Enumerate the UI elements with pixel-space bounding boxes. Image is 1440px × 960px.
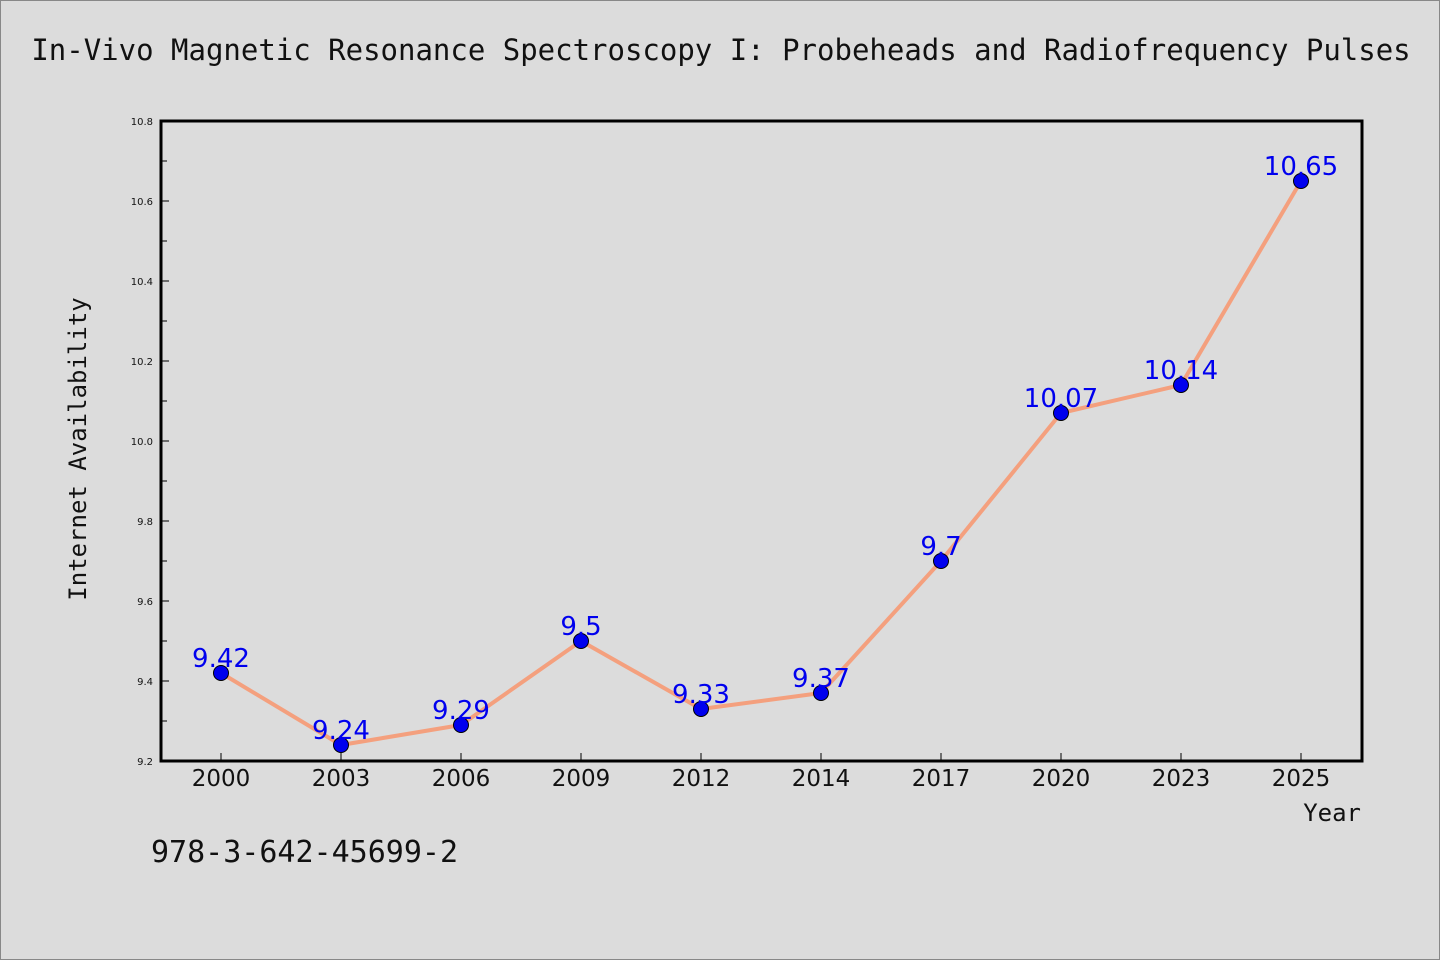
y-tick-label: 9.6 — [137, 597, 153, 608]
x-tick-label: 2025 — [1272, 766, 1331, 792]
y-axis-label: Internet Availability — [64, 297, 92, 600]
footer-note: 978-3-642-45699-2 — [151, 835, 459, 870]
data-label: 10.14 — [1144, 356, 1218, 386]
y-tick-label: 9.8 — [137, 517, 153, 528]
series-group — [213, 173, 1309, 753]
data-label: 9.29 — [432, 696, 490, 726]
plot-frame — [159, 119, 1364, 763]
data-point — [693, 701, 709, 717]
y-tick-label: 10.6 — [131, 197, 153, 208]
y-axis: 9.2 9.4 9.6 9.8 10.0 10.2 10.4 10.6 10.8 — [131, 117, 169, 768]
y-tick-label: 10.2 — [131, 357, 153, 368]
x-tick-label: 2000 — [192, 766, 251, 792]
y-tick-label: 9.2 — [137, 757, 153, 768]
data-labels: 9.42 9.24 9.29 9.5 9.33 9.37 9.7 10.07 10.14 10.6… — [192, 152, 1338, 746]
y-tick-label: 9.4 — [137, 677, 153, 688]
data-label: 9.42 — [192, 644, 250, 674]
data-point — [1173, 377, 1189, 393]
data-label: 9.7 — [920, 532, 961, 562]
data-point — [213, 665, 229, 681]
data-point — [573, 633, 589, 649]
data-point — [933, 553, 949, 569]
data-label: 10.65 — [1264, 152, 1338, 182]
x-tick-label: 2014 — [792, 766, 851, 792]
y-tick-label: 10.4 — [131, 277, 153, 288]
x-tick-label: 2006 — [432, 766, 491, 792]
y-tick-label: 10.8 — [131, 117, 153, 128]
chart-title: In-Vivo Magnetic Resonance Spectroscopy … — [31, 33, 1411, 67]
data-label: 9.33 — [672, 680, 730, 710]
y-tick-label: 10.0 — [131, 437, 153, 448]
data-point — [333, 737, 349, 753]
x-tick-label: 2012 — [672, 766, 731, 792]
data-point — [813, 685, 829, 701]
x-tick-label: 2020 — [1032, 766, 1091, 792]
x-tick-label: 2003 — [312, 766, 371, 792]
x-axis: 2000 2003 2006 2009 2012 2014 2017 2020 2023 2025 — [192, 753, 1331, 792]
data-label: 9.5 — [560, 612, 601, 642]
x-tick-label: 2009 — [552, 766, 611, 792]
data-label: 10.07 — [1024, 384, 1098, 414]
x-tick-label: 2023 — [1152, 766, 1211, 792]
data-point — [1293, 173, 1309, 189]
x-tick-label: 2017 — [912, 766, 971, 792]
data-label: 9.24 — [312, 716, 370, 746]
series-line — [219, 179, 1303, 747]
data-point — [453, 717, 469, 733]
x-axis-label: Year — [1303, 799, 1361, 827]
data-point — [1053, 405, 1069, 421]
data-label: 9.37 — [792, 664, 850, 694]
